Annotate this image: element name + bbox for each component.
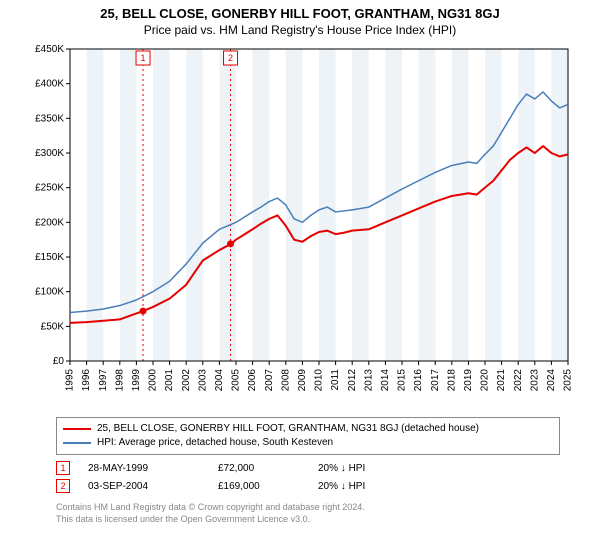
marker-table: 1 28-MAY-1999£72,00020% ↓ HPI 2 03-SEP-2004… [56, 459, 560, 495]
svg-text:2004: 2004 [214, 369, 225, 392]
legend-label: 25, BELL CLOSE, GONERBY HILL FOOT, GRANT… [97, 422, 479, 436]
marker-row: 2 03-SEP-2004£169,00020% ↓ HPI [56, 477, 560, 495]
svg-text:2008: 2008 [280, 369, 291, 392]
marker-note: 20% ↓ HPI [318, 481, 365, 492]
svg-text:2025: 2025 [563, 369, 574, 392]
footer-attribution: Contains HM Land Registry data © Crown c… [56, 501, 560, 525]
svg-text:2001: 2001 [164, 369, 175, 392]
svg-text:2021: 2021 [496, 369, 507, 392]
legend-swatch [63, 428, 91, 430]
svg-text:2022: 2022 [513, 369, 524, 392]
marker-row: 1 28-MAY-1999£72,00020% ↓ HPI [56, 459, 560, 477]
svg-text:2014: 2014 [380, 369, 391, 392]
svg-text:2018: 2018 [446, 369, 457, 392]
svg-text:£400K: £400K [35, 79, 64, 90]
marker-note: 20% ↓ HPI [318, 463, 365, 474]
svg-text:£150K: £150K [35, 252, 64, 263]
marker-price: £169,000 [218, 481, 318, 492]
svg-text:2012: 2012 [347, 369, 358, 392]
svg-text:2024: 2024 [546, 369, 557, 392]
svg-text:1: 1 [141, 53, 146, 63]
legend-swatch [63, 442, 91, 444]
svg-text:2011: 2011 [330, 369, 341, 391]
svg-text:2010: 2010 [314, 369, 325, 392]
marker-badge: 2 [56, 479, 70, 493]
svg-text:2009: 2009 [297, 369, 308, 392]
svg-text:£50K: £50K [41, 321, 65, 332]
marker-price: £72,000 [218, 463, 318, 474]
svg-text:2: 2 [228, 53, 233, 63]
svg-text:1997: 1997 [98, 369, 109, 392]
footer-line-1: Contains HM Land Registry data © Crown c… [56, 501, 560, 513]
marker-date: 28-MAY-1999 [88, 463, 218, 474]
svg-text:2017: 2017 [430, 369, 441, 392]
marker-date: 03-SEP-2004 [88, 481, 218, 492]
svg-text:1996: 1996 [81, 369, 92, 392]
svg-text:£450K: £450K [35, 44, 64, 55]
legend-item: 25, BELL CLOSE, GONERBY HILL FOOT, GRANT… [63, 422, 553, 436]
svg-text:1995: 1995 [65, 369, 76, 392]
svg-text:1999: 1999 [131, 369, 142, 392]
svg-text:2019: 2019 [463, 369, 474, 392]
legend-item: HPI: Average price, detached house, Sout… [63, 436, 553, 450]
svg-text:2005: 2005 [231, 369, 242, 392]
svg-text:2020: 2020 [480, 369, 491, 392]
legend-label: HPI: Average price, detached house, Sout… [97, 436, 333, 450]
svg-text:£100K: £100K [35, 287, 64, 298]
svg-text:2007: 2007 [264, 369, 275, 392]
svg-text:2000: 2000 [148, 369, 159, 392]
svg-text:2002: 2002 [181, 369, 192, 392]
chart-area: 1 2 £0 £50K £100K £150K £200K £250K £300K £350K £4… [20, 41, 580, 411]
svg-text:£200K: £200K [35, 217, 64, 228]
chart-title: 25, BELL CLOSE, GONERBY HILL FOOT, GRANT… [0, 0, 600, 21]
svg-text:£350K: £350K [35, 113, 64, 124]
svg-text:£250K: £250K [35, 183, 64, 194]
svg-text:1998: 1998 [114, 369, 125, 392]
svg-text:£0: £0 [53, 356, 65, 367]
chart-subtitle: Price paid vs. HM Land Registry's House … [0, 21, 600, 41]
svg-text:2023: 2023 [529, 369, 540, 392]
svg-text:£300K: £300K [35, 148, 64, 159]
marker-badge: 1 [56, 461, 70, 475]
svg-text:2016: 2016 [413, 369, 424, 392]
svg-text:2015: 2015 [397, 369, 408, 392]
svg-text:2003: 2003 [197, 369, 208, 392]
legend: 25, BELL CLOSE, GONERBY HILL FOOT, GRANT… [56, 417, 560, 455]
svg-text:2013: 2013 [363, 369, 374, 392]
line-chart: 1 2 £0 £50K £100K £150K £200K £250K £300K £350K £4… [20, 41, 580, 411]
svg-text:2006: 2006 [247, 369, 258, 392]
footer-line-2: This data is licensed under the Open Gov… [56, 513, 560, 525]
